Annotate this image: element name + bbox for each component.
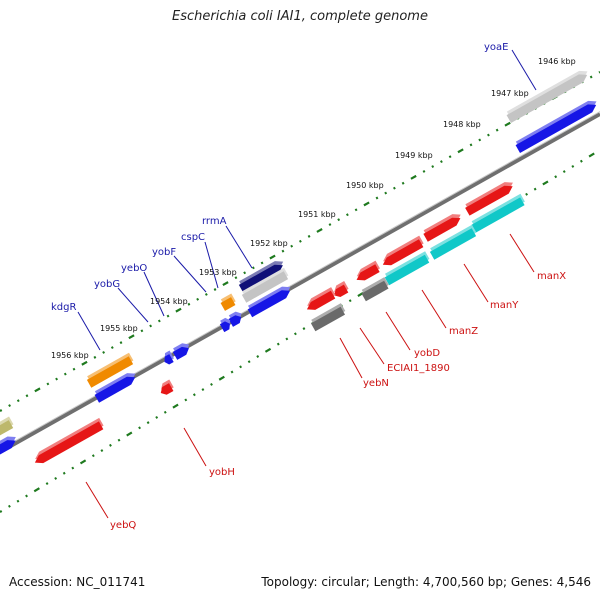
connector-yobD (385, 311, 411, 351)
connector-manZ (421, 289, 447, 329)
map-title: Escherichia coli IAI1, complete genome (172, 9, 428, 24)
gene-label-yobH: yobH (209, 467, 235, 478)
gene-feature-manY (423, 214, 461, 242)
gene-feature-yobD-small (333, 281, 349, 297)
gene-feature-yoaE (506, 70, 588, 124)
gene-label-yobD: yobD (414, 348, 440, 359)
scale-label-1946: 1946 kbp (538, 57, 576, 66)
accession-text: Accession: NC_011741 (9, 575, 146, 589)
connector-manY (463, 263, 489, 303)
gene-feature-yobD (356, 260, 380, 281)
connector-ECIAI1_1890 (359, 327, 385, 365)
gene-label-manX: manX (537, 271, 566, 282)
gene-feature-manX (465, 182, 513, 216)
gene-feature-ECIAI1_1890 (361, 277, 389, 302)
connector-yobF (173, 255, 207, 293)
connector-yebQ (85, 481, 109, 519)
gene-feature-manZ (382, 235, 424, 266)
gene-labels-top: yoaE rrmA cspC yobF yebO yobG kdgR (51, 42, 508, 313)
gene-label-cspC: cspC (181, 232, 205, 243)
gene-feature-kdgR (86, 352, 134, 388)
gene-label-yebN: yebN (363, 378, 389, 389)
scale-label-1956: 1956 kbp (51, 351, 89, 360)
gene-feature-yobG (172, 343, 190, 360)
gene-label-manZ: manZ (449, 326, 478, 337)
gene-feature-yebN-gray (310, 303, 346, 332)
gene-label-yobF: yobF (152, 247, 176, 258)
gene-feature-manY-cyan (429, 224, 477, 260)
gene-label-yobG: yobG (94, 279, 120, 290)
gene-feature-left-blue (0, 436, 16, 456)
genome-backbone-highlight (0, 111, 600, 450)
gene-feature-yobG-small (164, 350, 174, 365)
connector-yebN (339, 337, 363, 379)
scale-label-1953: 1953 kbp (199, 268, 237, 277)
gene-feature-yobF (228, 311, 242, 327)
gene-label-rrmA: rrmA (202, 216, 227, 227)
scale-label-1948: 1948 kbp (443, 120, 481, 129)
connector-kdgR (77, 311, 101, 351)
scale-label-1951: 1951 kbp (298, 210, 336, 219)
gene-feature-rrmA (238, 261, 284, 293)
scale-label-1952: 1952 kbp (250, 239, 288, 248)
gene-feature-left-khaki (0, 416, 14, 436)
gene-feature-manX-cyan (471, 193, 525, 233)
connector-yebO (143, 271, 165, 317)
gene-feature-manZ-cyan (384, 251, 430, 286)
scale-ticks (0, 71, 600, 513)
gene-feature-rrmA-blue (247, 286, 291, 318)
gene-feature-yoaE-blue (515, 100, 597, 154)
topology-text: Topology: circular; Length: 4,700,560 bp… (261, 575, 591, 589)
gene-feature-cspC (220, 293, 236, 311)
tick-row-upper (0, 71, 600, 412)
gene-feature-yebO (219, 317, 231, 333)
scale-label-1955: 1955 kbp (100, 324, 138, 333)
scale-labels: 1946 kbp 1947 kbp 1948 kbp 1949 kbp 1950… (51, 57, 576, 360)
connector-yoaE (511, 49, 537, 91)
connector-cspC (204, 241, 219, 289)
connector-rrmA (225, 225, 253, 269)
gene-label-ECIAI1_1890: ECIAI1_1890 (387, 363, 450, 374)
gene-label-manY: manY (490, 300, 519, 311)
scale-label-1954: 1954 kbp (150, 297, 188, 306)
scale-label-1947: 1947 kbp (491, 89, 529, 98)
gene-labels-bottom: manX manY manZ yobD ECIAI1_1890 yebN yob… (110, 271, 566, 531)
genome-backbone (0, 112, 600, 454)
scale-label-1950: 1950 kbp (346, 181, 384, 190)
gene-feature-yebN (306, 287, 336, 310)
gene-feature-yebQ (34, 417, 104, 464)
scale-label-1949: 1949 kbp (395, 151, 433, 160)
gene-label-kdgR: kdgR (51, 302, 76, 313)
label-connectors (77, 49, 537, 519)
gene-label-yoaE: yoaE (484, 42, 508, 53)
connector-yobG (117, 287, 149, 323)
gene-label-yebO: yebO (121, 263, 147, 274)
connector-manX (509, 233, 535, 273)
connector-yobH (183, 427, 207, 467)
gene-feature-yobH (160, 379, 174, 395)
gene-feature-rrmA-gray (241, 267, 289, 303)
gene-feature-kdgR-blue (94, 373, 136, 403)
gene-label-yebQ: yebQ (110, 520, 136, 531)
gene-features (0, 70, 597, 464)
